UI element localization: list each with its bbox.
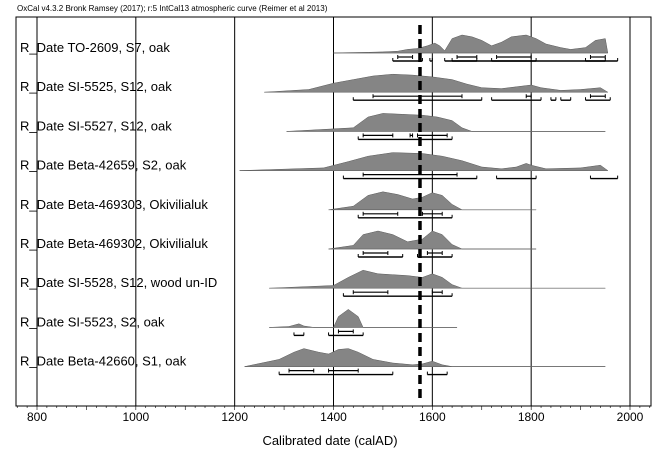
series-label: R_Date SI-5527, S12, oak — [20, 118, 172, 133]
series-density — [328, 191, 537, 211]
series-density — [286, 113, 606, 132]
x-tick-label: 1400 — [320, 410, 347, 424]
x-axis-label: Calibrated date (calAD) — [262, 433, 398, 448]
x-tick-label: 1800 — [518, 410, 545, 424]
x-tick-label: 1200 — [221, 410, 248, 424]
series-label: R_Date TO-2609, S7, oak — [20, 40, 170, 55]
series-density — [269, 309, 458, 328]
series-density — [264, 73, 609, 93]
software-header: OxCal v4.3.2 Bronk Ramsey (2017); r:5 In… — [17, 4, 328, 13]
series-label: R_Date Beta-42660, S1, oak — [20, 354, 187, 369]
series-label: R_Date SI-5528, S12, wood un-ID — [20, 275, 217, 290]
x-tick-label: 1600 — [419, 410, 446, 424]
series-density — [328, 230, 537, 250]
series-density — [239, 152, 609, 171]
x-tick-label: 800 — [27, 410, 47, 424]
series-density — [333, 34, 609, 54]
series-density — [244, 348, 606, 367]
series-label: R_Date SI-5523, S2, oak — [20, 314, 165, 329]
series-label: R_Date Beta-469303, Okivilialuk — [20, 197, 208, 212]
series-label: R_Date Beta-469302, Okivilialuk — [20, 236, 208, 251]
series-label: R_Date SI-5525, S12, oak — [20, 79, 172, 94]
x-tick-label: 2000 — [617, 410, 644, 424]
series-label: R_Date Beta-42659, S2, oak — [20, 158, 187, 173]
x-tick-label: 1000 — [122, 410, 149, 424]
series-density — [269, 269, 606, 289]
